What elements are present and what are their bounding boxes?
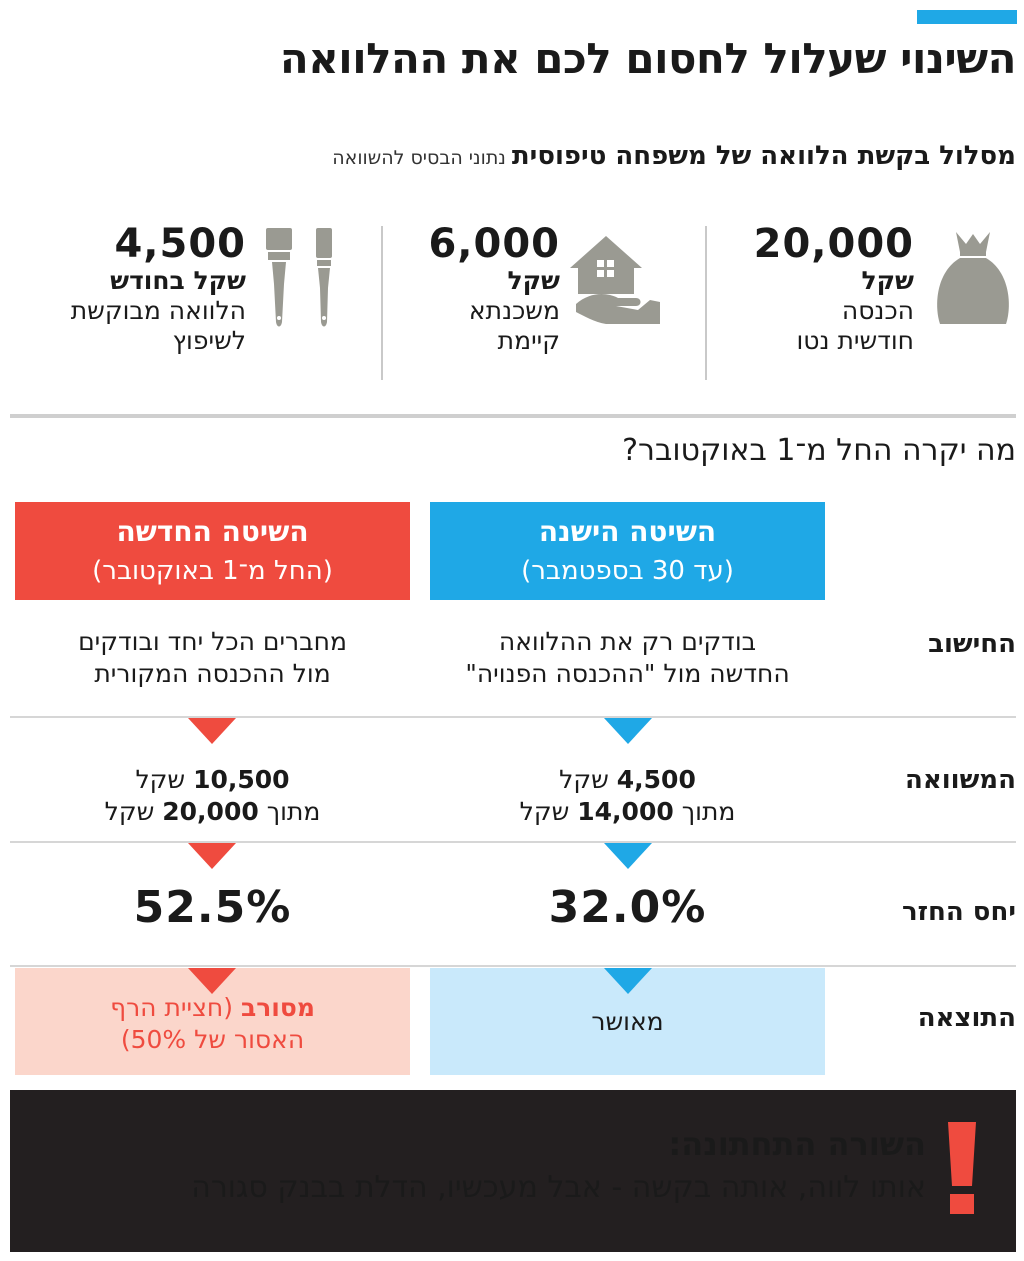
stat-loan-value: 4,500 (114, 221, 246, 267)
row-label-compare: המשוואה (904, 765, 1016, 795)
stat-income-value: 20,000 (753, 221, 914, 267)
result-new-reason2: האסור של 50%) (120, 1025, 305, 1054)
compare-from: מתוך (266, 797, 321, 826)
new-method-title: השיטה החדשה (116, 515, 309, 548)
subtitle-note: נתוני הבסיס להשוואה (332, 147, 506, 169)
compare-old: 4,500 שקל מתוך 14,000 שקל (430, 764, 825, 828)
arrow-down-icon (604, 843, 652, 869)
stat-income-unit: שקל (861, 266, 915, 295)
compare-from: מתוך (681, 797, 736, 826)
stat-loan-desc1: הלוואה מבוקשת (70, 296, 246, 325)
stat-income-desc2: חודשית נטו (796, 326, 914, 355)
row-label-result: התוצאה (917, 1003, 1016, 1033)
stat-loan-unit: שקל בחודש (110, 266, 246, 295)
calc-old-line1: בודקים רק את ההלוואה (498, 627, 757, 656)
exclamation-icon (932, 1118, 992, 1218)
row-divider (10, 965, 1016, 967)
old-method-title: השיטה הישנה (538, 515, 717, 548)
old-method-date: (עד 30 בספטמבר) (521, 556, 734, 586)
arrow-down-icon (188, 968, 236, 994)
arrow-down-icon (604, 718, 652, 744)
old-method-header: השיטה הישנה (עד 30 בספטמבר) (430, 502, 825, 600)
bottom-line-box (10, 1090, 1016, 1252)
row-divider (10, 841, 1016, 843)
stat-divider (705, 226, 707, 380)
house-in-hand-icon (566, 230, 662, 326)
stat-loan: 4,500 שקל בחודש הלוואה מבוקשת לשיפוץ (20, 222, 246, 382)
new-method-header: השיטה החדשה (החל מ־1 באוקטובר) (15, 502, 410, 600)
stat-mortgage-unit: שקל (507, 266, 561, 295)
row-label-calc: החישוב (928, 629, 1016, 659)
section-question: מה יקרה החל מ־1 באוקטובר? (622, 433, 1016, 468)
result-new-bold: מסורב (240, 993, 315, 1022)
ratio-new: 52.5% (133, 882, 292, 933)
compare-old-amount: 4,500 (616, 765, 696, 794)
arrow-down-icon (188, 843, 236, 869)
compare-shekel: שקל (519, 797, 570, 826)
stat-income: 20,000 שקל הכנסה חודשית נטו (718, 222, 914, 382)
compare-shekel: שקל (104, 797, 155, 826)
stat-loan-desc2: לשיפוץ (172, 326, 246, 355)
page-title: השינוי שעלול לחסום לכם את ההלוואה (279, 34, 1017, 83)
compare-shekel: שקל (559, 765, 609, 794)
stat-mortgage-desc2: קיימת (497, 326, 560, 355)
stat-mortgage-desc1: משכנתא (468, 296, 560, 325)
bottom-line-title: השורה התחתונה: (668, 1125, 926, 1163)
ratio-old: 32.0% (548, 882, 707, 933)
calc-new: מחברים הכל יחד ובודקים מול ההכנסה המקורי… (15, 626, 410, 690)
result-old: מאושר (591, 1007, 664, 1036)
new-method-date: (החל מ־1 באוקטובר) (92, 556, 333, 586)
compare-new-amount: 10,500 (193, 765, 290, 794)
row-divider (10, 716, 1016, 718)
paintbrushes-icon (262, 226, 342, 330)
stat-divider (381, 226, 383, 380)
section-divider (10, 414, 1016, 418)
compare-new-total: 20,000 (162, 797, 259, 826)
arrow-down-icon (604, 968, 652, 994)
compare-new: 10,500 שקל מתוך 20,000 שקל (15, 764, 410, 828)
subtitle-bold: מסלול בקשת הלוואה של משפחה טיפוסית (511, 141, 1016, 171)
result-new: מסורב (חציית הרף האסור של 50%) (15, 992, 410, 1056)
calc-old: בודקים רק את ההלוואה החדשה מול "ההכנסה ה… (430, 626, 825, 690)
row-label-ratio: יחס החזר (901, 897, 1016, 927)
stat-mortgage: 6,000 שקל משכנתא קיימת (400, 222, 560, 382)
stat-income-desc1: הכנסה (841, 296, 914, 325)
calc-old-line2: החדשה מול "ההכנסה הפנויה" (465, 659, 790, 688)
bottom-line-text: אותו לווה, אותה בקשה - אבל מעכשיו, הדלת … (191, 1170, 926, 1205)
compare-old-total: 14,000 (577, 797, 674, 826)
subtitle: מסלול בקשת הלוואה של משפחה טיפוסיתנתוני … (16, 136, 1016, 179)
accent-bar (917, 10, 1017, 24)
money-bag-icon (930, 228, 1016, 328)
calc-new-line1: מחברים הכל יחד ובודקים (78, 627, 347, 656)
compare-shekel: שקל (135, 765, 186, 794)
calc-new-line2: מול ההכנסה המקורית (94, 659, 331, 688)
arrow-down-icon (188, 718, 236, 744)
result-new-reason1: (חציית הרף (110, 993, 233, 1022)
stat-mortgage-value: 6,000 (428, 221, 560, 267)
